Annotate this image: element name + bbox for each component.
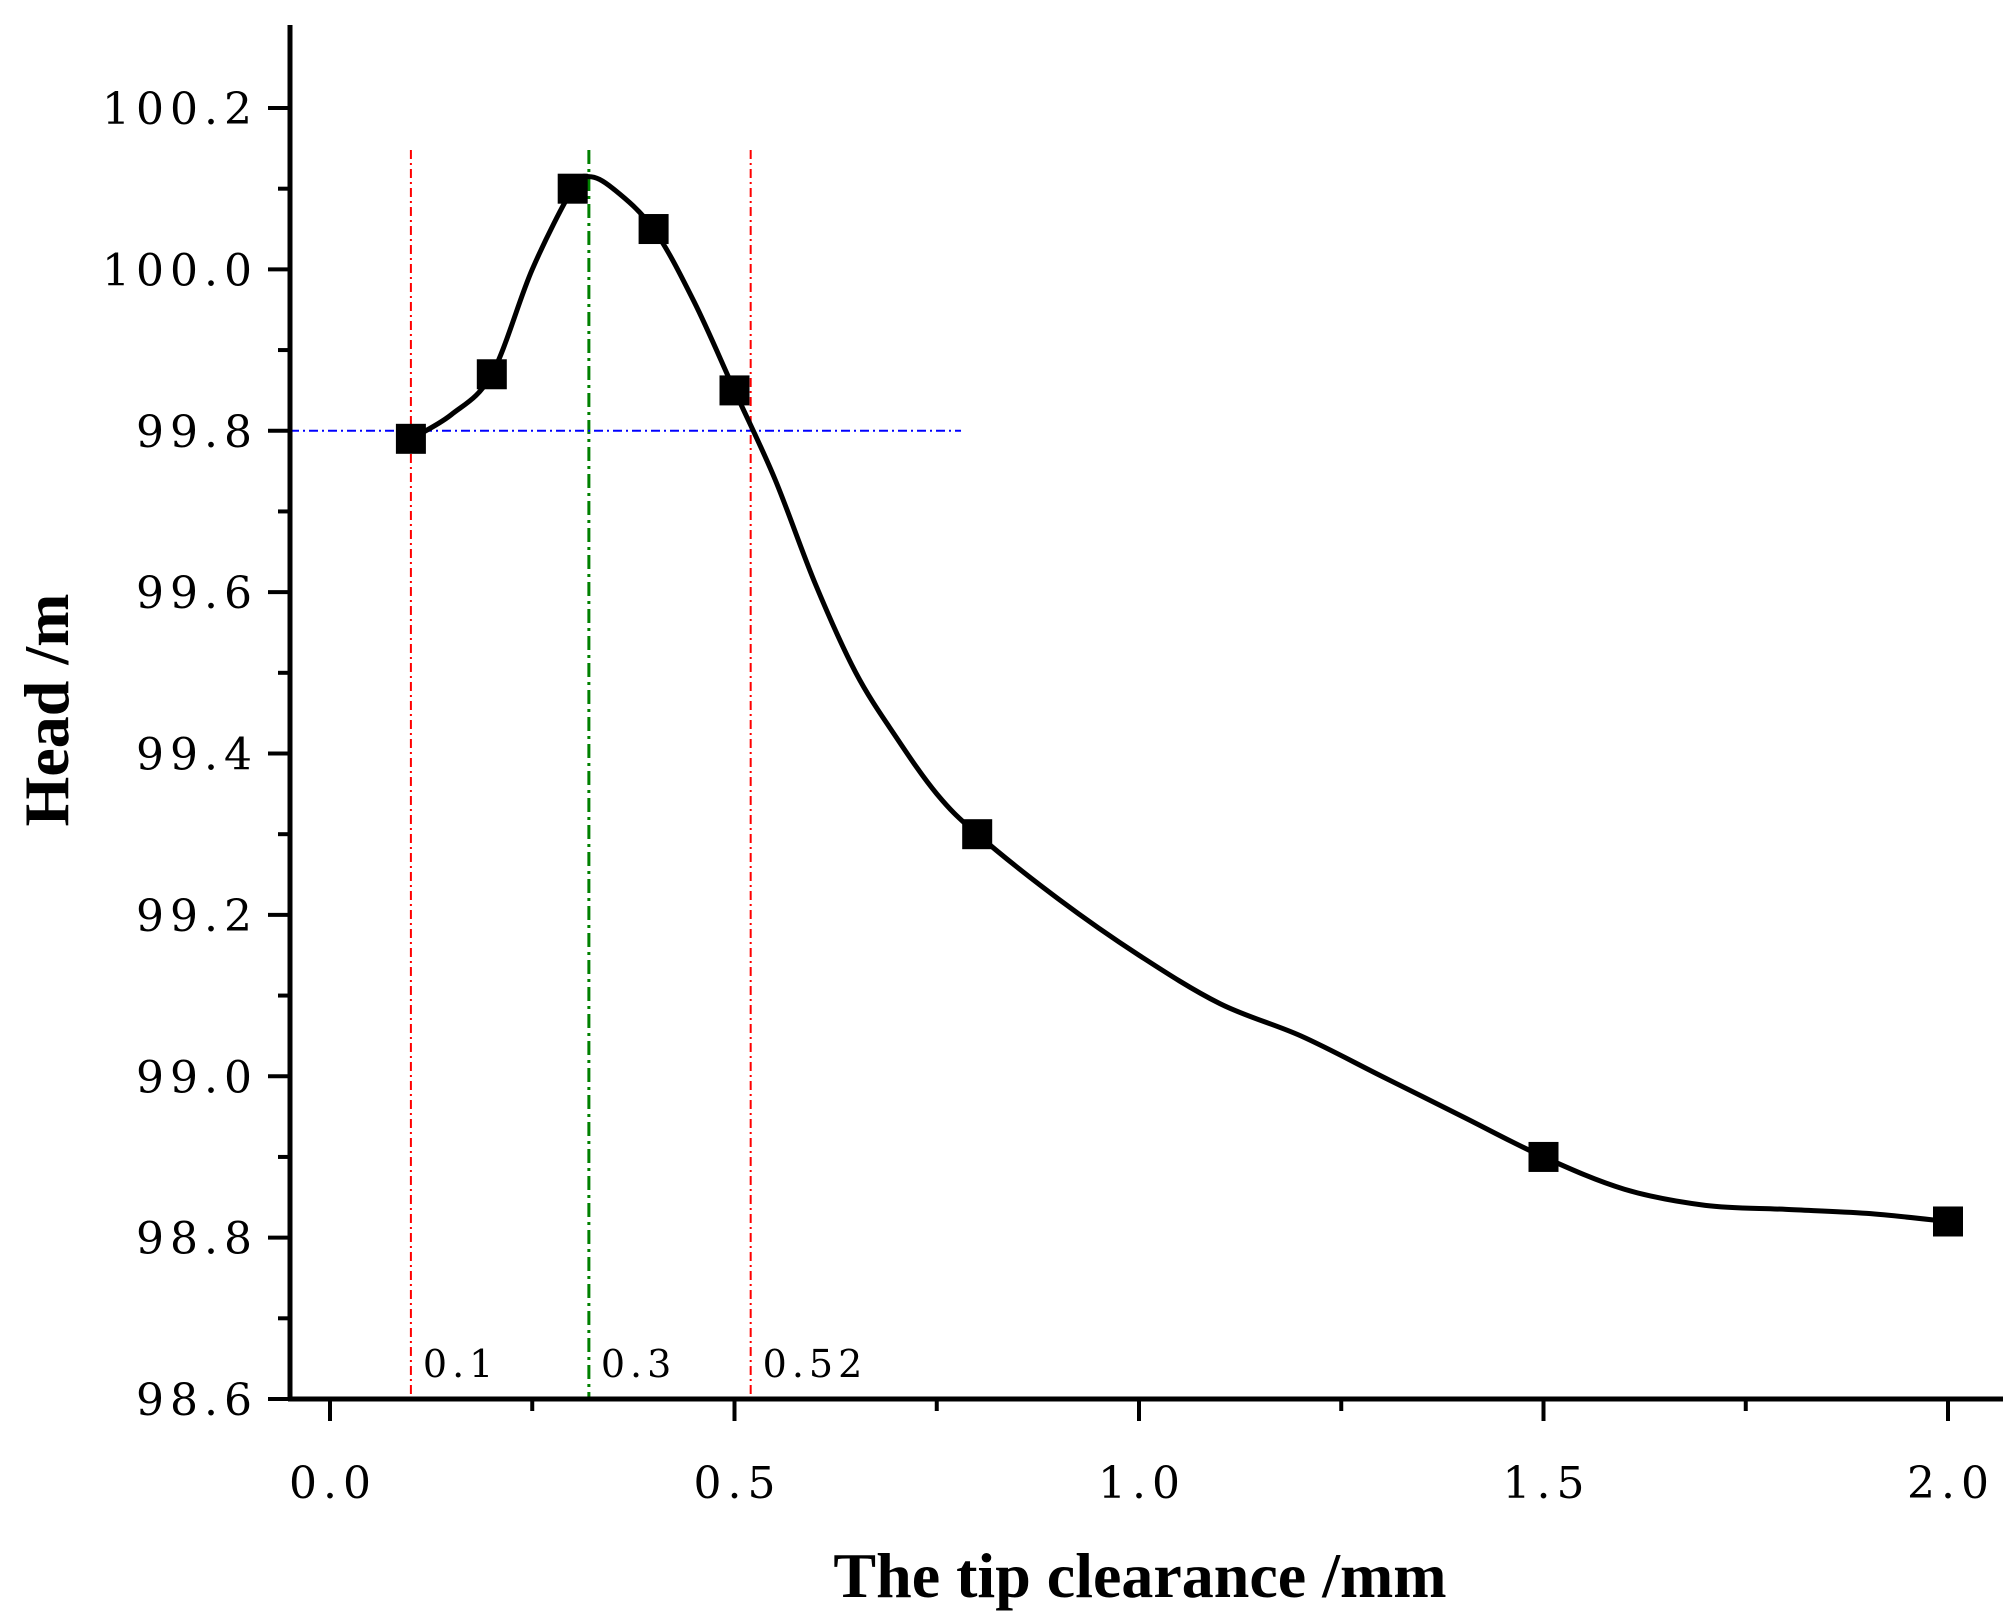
data-point-marker [395,423,426,454]
x-tick-label: 1.5 [1503,1458,1591,1509]
data-point-marker [557,173,588,204]
y-tick-label: 100.2 [102,84,258,135]
reference-line-label: 0.52 [763,1342,868,1386]
data-point-marker [638,214,669,245]
y-tick-label: 98.6 [136,1375,258,1426]
data-point-marker [1933,1206,1963,1237]
data-point-marker [719,375,750,406]
reference-line-label: 0.1 [423,1342,498,1386]
series-curve-layer [409,173,1949,1224]
y-tick-label: 99.2 [136,891,258,942]
y-tick-label: 99.0 [136,1052,258,1103]
annotation-labels: 0.1 0.3 0.52 [423,1342,868,1386]
y-tick-label: 99.8 [136,407,258,458]
x-tick-label: 1.0 [1098,1458,1186,1509]
y-tick-label: 99.4 [136,730,258,781]
series-line [409,173,1949,1224]
reference-line-label: 0.3 [601,1342,676,1386]
x-tick-label: 2.0 [1907,1458,1995,1509]
data-point-marker [476,359,507,390]
x-axis-title: The tip clearance /mm [833,1540,1446,1611]
data-point-marker [962,819,993,850]
x-tick-label: 0.0 [289,1458,377,1509]
y-tick-label: 98.8 [136,1214,258,1265]
reference-lines [290,150,962,1399]
data-point-marker [1528,1141,1559,1172]
y-axis-title: Head /m [11,594,82,827]
tick-labels: 0.0 0.5 1.0 1.5 2.0 98.6 98.8 99.0 99.2 99.4 99.6 9… [102,84,1995,1509]
y-tick-label: 100.0 [102,245,258,296]
axes [268,25,2003,1421]
data-markers [395,173,1963,1237]
x-tick-label: 0.5 [694,1458,782,1509]
y-tick-label: 99.6 [136,568,258,619]
